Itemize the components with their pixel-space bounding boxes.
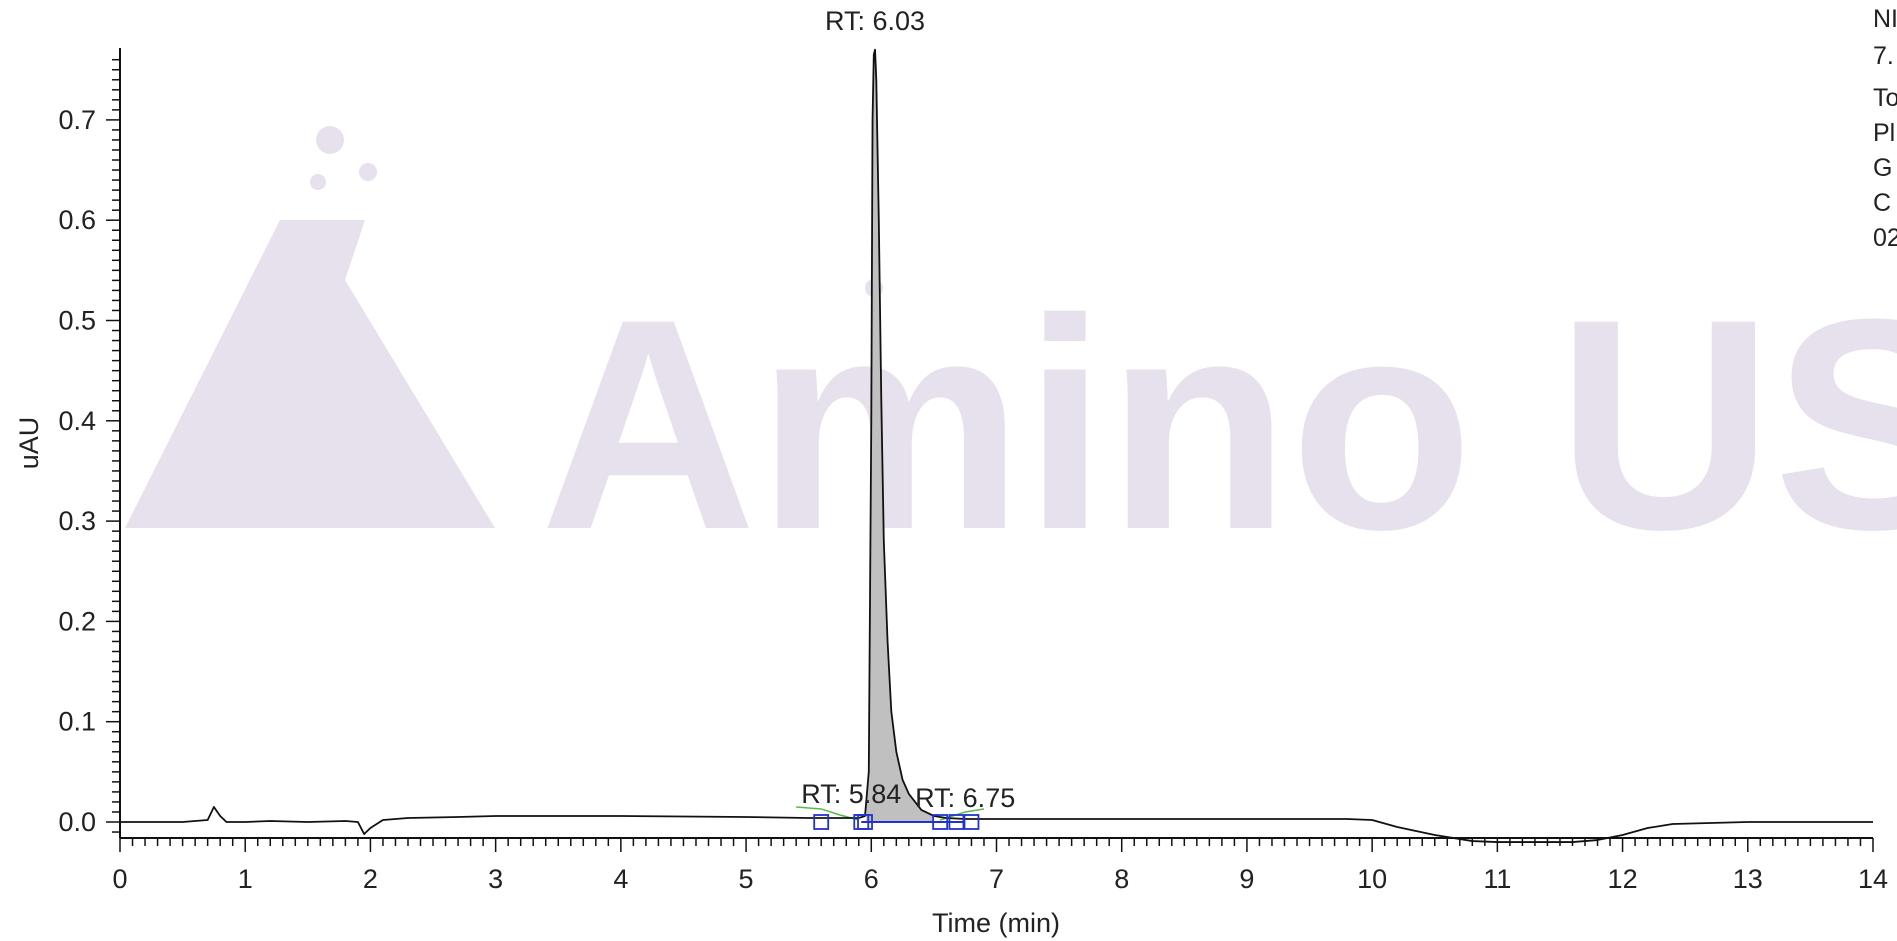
peak-area-fill bbox=[866, 49, 934, 822]
x-axis-label: Time (min) bbox=[932, 908, 1060, 938]
peak-label: RT: 6.75 bbox=[915, 783, 1015, 813]
x-tick-label: 14 bbox=[1858, 864, 1888, 894]
x-tick-label: 12 bbox=[1608, 864, 1638, 894]
integration-marker bbox=[948, 814, 965, 830]
integration-marker bbox=[963, 814, 980, 830]
y-axis-ticks: 0.0 0.1 0.2 0.3 0.4 0.5 0.6 0.7 bbox=[58, 58, 120, 837]
x-tick-label: 5 bbox=[739, 864, 754, 894]
x-tick-label: 2 bbox=[363, 864, 378, 894]
x-axis-ticks: 0 1 2 3 4 5 6 7 8 9 10 11 12 13 14 bbox=[112, 838, 1888, 894]
info-line: 7. bbox=[1873, 42, 1894, 70]
y-axis-label: uAU bbox=[14, 417, 44, 470]
y-tick-label: 0.1 bbox=[58, 707, 96, 737]
x-tick-label: 13 bbox=[1733, 864, 1763, 894]
watermark-bubble bbox=[359, 163, 377, 181]
x-tick-label: 10 bbox=[1357, 864, 1387, 894]
y-tick-label: 0.5 bbox=[58, 306, 96, 336]
amino-usa-watermark: Amino USA bbox=[125, 126, 1897, 592]
watermark-bubble bbox=[310, 174, 326, 190]
info-panel: NI 7. To Pl G C 02 bbox=[1873, 5, 1897, 252]
info-line: C bbox=[1873, 189, 1891, 217]
peak-label: RT: 5.84 bbox=[801, 779, 901, 809]
integration-marker bbox=[857, 814, 873, 830]
peak-label: RT: 6.03 bbox=[825, 6, 925, 36]
info-line: Pl bbox=[1873, 119, 1895, 147]
y-tick-label: 0.7 bbox=[58, 105, 96, 135]
info-line: G bbox=[1873, 154, 1892, 182]
info-line: To bbox=[1873, 84, 1897, 112]
chromatogram-trace bbox=[120, 48, 1873, 843]
x-tick-label: 6 bbox=[864, 864, 879, 894]
watermark-bubble bbox=[316, 126, 344, 154]
watermark-flask-icon bbox=[125, 220, 495, 528]
y-tick-label: 0.4 bbox=[58, 406, 96, 436]
y-tick-label: 0.6 bbox=[58, 205, 96, 235]
x-tick-label: 1 bbox=[238, 864, 253, 894]
y-tick-label: 0.0 bbox=[58, 807, 96, 837]
info-line: NI bbox=[1873, 5, 1897, 33]
x-tick-label: 9 bbox=[1239, 864, 1254, 894]
x-tick-label: 4 bbox=[613, 864, 628, 894]
x-tick-label: 7 bbox=[989, 864, 1004, 894]
x-tick-label: 3 bbox=[488, 864, 503, 894]
annotations: RT: 6.03 RT: 5.84 RT: 6.75 bbox=[801, 6, 1015, 813]
integration-marker bbox=[932, 814, 949, 830]
watermark-text: Amino USA bbox=[540, 256, 1897, 592]
plot-area bbox=[120, 48, 1873, 843]
x-tick-label: 8 bbox=[1114, 864, 1129, 894]
info-line: 02 bbox=[1873, 224, 1897, 252]
integration-marker bbox=[813, 814, 830, 830]
y-tick-label: 0.2 bbox=[58, 606, 96, 636]
y-tick-label: 0.3 bbox=[58, 506, 96, 536]
x-tick-label: 0 bbox=[112, 864, 127, 894]
x-tick-label: 11 bbox=[1483, 864, 1511, 894]
